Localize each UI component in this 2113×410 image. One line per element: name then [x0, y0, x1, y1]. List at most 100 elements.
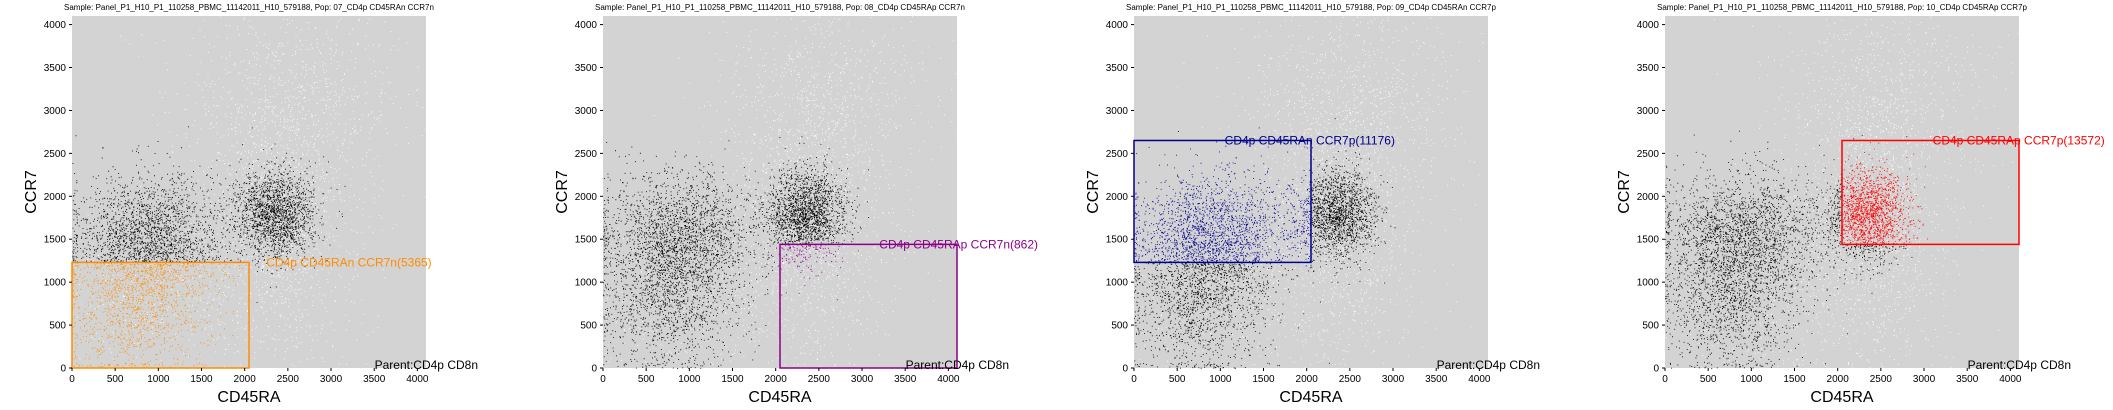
y-tick-label: 0	[591, 364, 597, 375]
gate-rectangle[interactable]	[779, 243, 958, 369]
parent-label: Parent:CD4p CD8n	[1968, 358, 2071, 372]
x-axis-label: CD45RA	[748, 389, 811, 406]
gate-label: CD4p CD45RAp CCR7p(13572)	[1933, 133, 2105, 147]
x-axis-label: CD45RA	[217, 389, 280, 406]
y-tick-label: 2500	[1106, 149, 1129, 160]
y-tick-label: 3000	[575, 106, 598, 117]
y-tick-label: 500	[1642, 321, 1659, 332]
y-tick-label: 1500	[1106, 235, 1129, 246]
x-tick-label: 2000	[1296, 374, 1319, 385]
gated-events	[780, 244, 859, 301]
parent-label: Parent:CD4p CD8n	[375, 358, 478, 372]
gate-label: CD4p CD45RAp CCR7n(862)	[879, 237, 1038, 251]
parent-label: Parent:CD4p CD8n	[906, 358, 1009, 372]
x-tick-label: 3000	[320, 374, 343, 385]
x-tick-label: 4000	[1999, 374, 2022, 385]
chart-title: Sample: Panel_P1_H10_P1_110258_PBMC_1114…	[1657, 3, 2027, 12]
x-tick-label: 4000	[937, 374, 960, 385]
y-tick-label: 1000	[1637, 278, 1660, 289]
y-tick-label: 2500	[44, 149, 67, 160]
panel-4: CD4p CD45RAp CCR7p(13572) 0 500 1000 1500 200…	[1616, 3, 2105, 406]
axis-ticks: 0 500 1000 1500 2000 2500 3000 3500 4000 0 500 1000…	[44, 20, 429, 385]
y-tick-label: 3000	[1106, 106, 1129, 117]
y-axis-label: CCR7	[1616, 170, 1633, 214]
y-tick-label: 500	[580, 321, 597, 332]
gate-rectangle[interactable]	[1841, 139, 2020, 246]
y-tick-label: 1000	[44, 278, 67, 289]
x-tick-label: 2000	[234, 374, 257, 385]
y-tick-label: 4000	[1637, 20, 1660, 31]
y-tick-label: 0	[60, 364, 66, 375]
y-tick-label: 1500	[1637, 235, 1660, 246]
x-tick-label: 2500	[1339, 374, 1362, 385]
y-tick-label: 4000	[44, 20, 67, 31]
y-tick-label: 3500	[575, 63, 598, 74]
axis-ticks: 0 500 1000 1500 2000 2500 3000 3500 4000 0 500 1000…	[1106, 20, 1491, 385]
x-tick-label: 3000	[851, 374, 874, 385]
y-axis-label: CCR7	[1085, 170, 1102, 214]
x-tick-label: 0	[1662, 374, 1668, 385]
x-tick-label: 3000	[1913, 374, 1936, 385]
x-tick-label: 2000	[765, 374, 788, 385]
y-tick-label: 0	[1122, 364, 1128, 375]
y-axis-label: CCR7	[23, 170, 40, 214]
gated-events	[1134, 141, 1312, 264]
axis-ticks: 0 500 1000 1500 2000 2500 3000 3500 4000 0 500 1000…	[1637, 20, 2022, 385]
panel-2: CD4p CD45RAp CCR7n(862) 0 500 1000 1500 2000 2…	[554, 3, 1038, 406]
y-tick-label: 2000	[575, 192, 598, 203]
x-tick-label: 4000	[1468, 374, 1491, 385]
y-tick-label: 2000	[1637, 192, 1660, 203]
x-axis-label: CD45RA	[1810, 389, 1873, 406]
x-tick-label: 1500	[190, 374, 213, 385]
y-tick-label: 4000	[575, 20, 598, 31]
x-tick-label: 4000	[406, 374, 429, 385]
y-tick-label: 3000	[44, 106, 67, 117]
x-tick-label: 500	[1700, 374, 1717, 385]
y-tick-label: 1000	[1106, 278, 1129, 289]
parent-events	[1665, 130, 1913, 369]
y-tick-label: 500	[49, 321, 66, 332]
y-tick-label: 4000	[1106, 20, 1129, 31]
x-tick-label: 1000	[1209, 374, 1232, 385]
x-tick-label: 2500	[277, 374, 300, 385]
x-tick-label: 2500	[1870, 374, 1893, 385]
y-tick-label: 3500	[1637, 63, 1660, 74]
gate-rectangle[interactable]	[71, 261, 250, 369]
y-tick-label: 3500	[44, 63, 67, 74]
x-tick-label: 1000	[1740, 374, 1763, 385]
x-tick-label: 500	[638, 374, 655, 385]
x-tick-label: 1000	[147, 374, 170, 385]
panel-1: CD4p CD45RAn CCR7n(5365) 0 500 1000 1500 2000…	[23, 3, 478, 406]
parent-label: Parent:CD4p CD8n	[1437, 358, 1540, 372]
x-tick-label: 0	[600, 374, 606, 385]
x-tick-label: 500	[107, 374, 124, 385]
gated-events	[72, 262, 250, 369]
x-tick-label: 2000	[1827, 374, 1850, 385]
y-axis-label: CCR7	[554, 170, 571, 214]
background-events	[72, 16, 427, 369]
y-tick-label: 500	[1111, 321, 1128, 332]
x-tick-label: 2500	[808, 374, 831, 385]
x-tick-label: 3500	[1956, 374, 1979, 385]
x-tick-label: 500	[1169, 374, 1186, 385]
x-tick-label: 3000	[1382, 374, 1405, 385]
panel-3: CD4p CD45RAn CCR7p(11176) 0 500 1000 1500 200…	[1085, 3, 1540, 406]
x-tick-label: 0	[1131, 374, 1137, 385]
y-tick-label: 2000	[1106, 192, 1129, 203]
y-tick-label: 3500	[1106, 63, 1129, 74]
chart-title: Sample: Panel_P1_H10_P1_110258_PBMC_1114…	[64, 3, 434, 12]
x-tick-label: 1500	[1252, 374, 1275, 385]
gate-label: CD4p CD45RAn CCR7p(11176)	[1225, 133, 1395, 147]
gate-rectangle[interactable]	[1133, 139, 1312, 264]
y-tick-label: 2000	[44, 192, 67, 203]
gate-label: CD4p CD45RAn CCR7n(5365)	[266, 255, 431, 269]
y-tick-label: 1000	[575, 278, 598, 289]
x-tick-label: 3500	[1425, 374, 1448, 385]
x-tick-label: 1500	[721, 374, 744, 385]
axis-ticks: 0 500 1000 1500 2000 2500 3000 3500 4000 0 500 1000…	[575, 20, 960, 385]
y-tick-label: 1500	[44, 235, 67, 246]
y-tick-label: 3000	[1637, 106, 1660, 117]
gated-events	[1842, 142, 1928, 245]
chart-title: Sample: Panel_P1_H10_P1_110258_PBMC_1114…	[1126, 3, 1496, 12]
